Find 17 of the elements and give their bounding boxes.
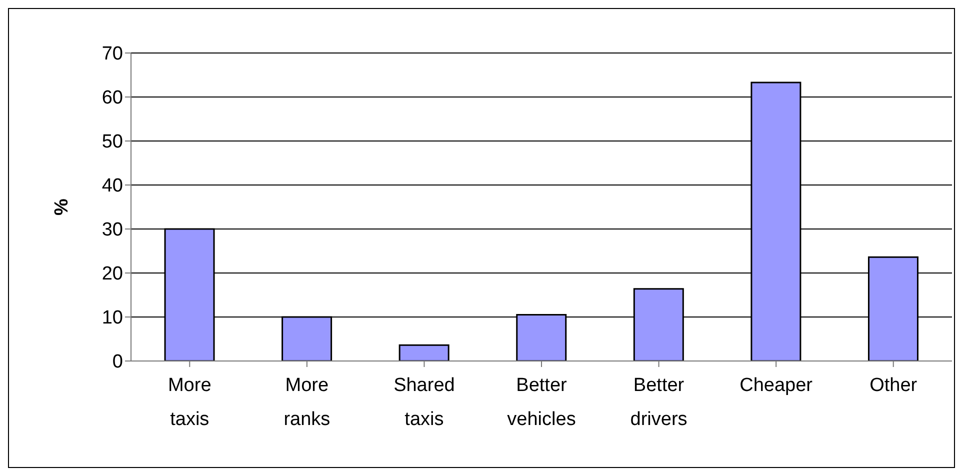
y-tick-label: 70 [102, 44, 123, 65]
x-tick-label: Shared taxis [394, 375, 455, 430]
x-tick-label: Other [870, 375, 918, 396]
y-tick-label: 0 [112, 352, 123, 373]
y-tick-label: 10 [102, 308, 123, 329]
y-tick-label: 60 [102, 88, 123, 109]
x-tick-label: Better drivers [630, 375, 688, 430]
y-axis-title: % [52, 198, 73, 216]
bar [398, 344, 450, 361]
y-tick-label: 40 [102, 176, 123, 197]
y-tick-label: 50 [102, 132, 123, 153]
x-tick-label: Cheaper [740, 375, 814, 396]
y-tick-label: 20 [102, 264, 123, 285]
y-tick-label: 30 [102, 220, 123, 241]
x-tick-label: More taxis [168, 375, 212, 430]
x-tick-label: More ranks [284, 375, 330, 430]
x-tick-label: Better vehicles [507, 375, 576, 430]
